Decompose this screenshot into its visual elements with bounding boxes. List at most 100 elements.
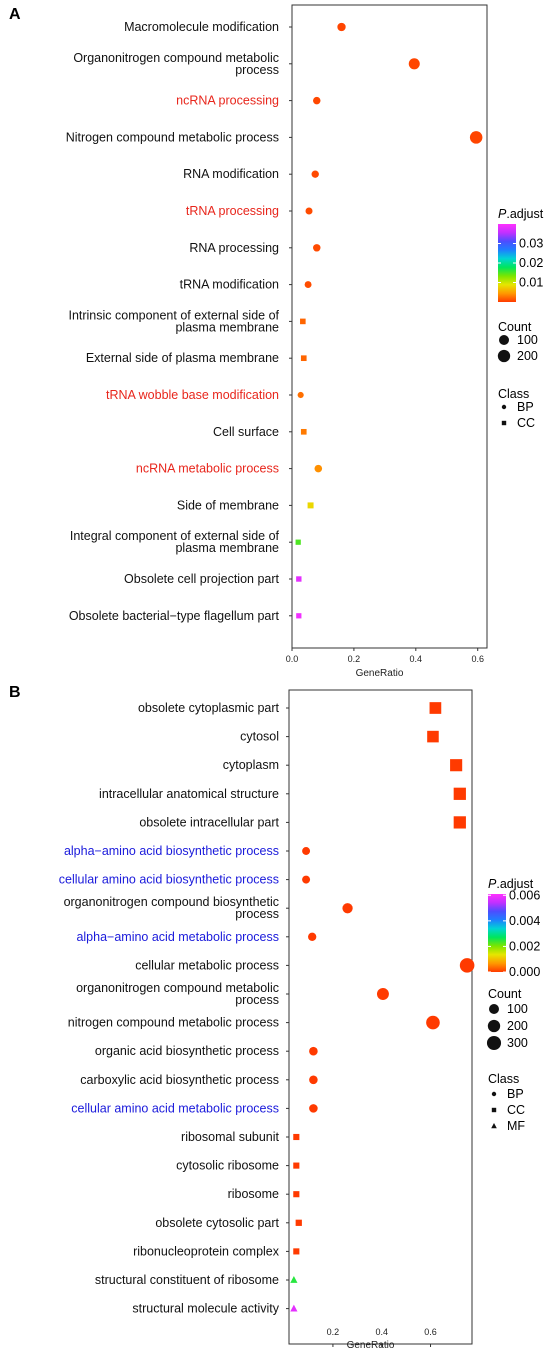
colorbar-tick-label: 0.006 bbox=[509, 888, 540, 902]
count-legend-label: 100 bbox=[517, 333, 538, 347]
count-legend-title: Count bbox=[488, 987, 522, 1001]
count-legend-dot bbox=[497, 349, 511, 363]
x-tick-label: 0.4 bbox=[375, 1327, 388, 1337]
panel-b-chart: 0.2 0.4 0.6 GeneRatio obsolete cytoplasmic p… bbox=[59, 689, 540, 1351]
term-label: Integral component of external side of bbox=[70, 529, 280, 543]
class-legend-title: Class bbox=[488, 1072, 519, 1086]
panel-a-label: A bbox=[9, 6, 21, 23]
data-point-square bbox=[300, 318, 306, 325]
term-label: Obsolete bacterial−type flagellum part bbox=[69, 609, 280, 623]
data-point-square bbox=[450, 759, 463, 772]
data-point-circle bbox=[313, 96, 321, 105]
data-point-square bbox=[295, 1219, 302, 1226]
term-label-line2: plasma membrane bbox=[175, 541, 279, 555]
class-legend-label: CC bbox=[517, 416, 535, 430]
x-axis-title: GeneRatio bbox=[347, 1340, 395, 1351]
count-legend-label: 300 bbox=[507, 1036, 528, 1050]
term-label: Cell surface bbox=[213, 425, 279, 439]
colorbar-tick-label: 0.01 bbox=[519, 276, 543, 290]
data-point-square bbox=[300, 355, 307, 362]
term-label: ribosome bbox=[228, 1187, 279, 1201]
class-legend-square bbox=[491, 1107, 497, 1113]
data-point-square bbox=[307, 502, 314, 509]
term-label: structural molecule activity bbox=[132, 1302, 279, 1316]
data-point-circle bbox=[304, 281, 312, 289]
data-point-circle bbox=[313, 244, 321, 252]
data-point-circle bbox=[311, 170, 319, 178]
term-label: carboxylic acid biosynthetic process bbox=[80, 1073, 279, 1087]
term-label: tRNA wobble base modification bbox=[106, 388, 279, 402]
data-point-square bbox=[427, 730, 439, 743]
term-label: RNA modification bbox=[183, 167, 279, 181]
data-point-square bbox=[295, 539, 301, 545]
term-label: RNA processing bbox=[189, 241, 279, 255]
data-point-circle bbox=[302, 875, 311, 884]
data-point-circle bbox=[337, 22, 346, 32]
term-label-line2: process bbox=[235, 907, 279, 921]
panel-b-label: B bbox=[9, 684, 21, 701]
x-tick-label: 0.4 bbox=[410, 654, 423, 664]
x-tick-label: 0.6 bbox=[424, 1327, 437, 1337]
term-label: Side of membrane bbox=[177, 498, 279, 512]
class-legend-label: CC bbox=[507, 1103, 525, 1117]
term-label: cytosolic ribosome bbox=[176, 1159, 279, 1173]
count-legend-label: 200 bbox=[517, 349, 538, 363]
colorbar-tick-label: 0.03 bbox=[519, 237, 543, 251]
term-label: External side of plasma membrane bbox=[86, 351, 279, 365]
data-point-square bbox=[453, 816, 466, 829]
term-label: Organonitrogen compound metabolic bbox=[73, 51, 279, 65]
data-point-circle bbox=[459, 958, 475, 973]
padjust-legend-title-italic: P bbox=[498, 207, 507, 221]
colorbar-tick-label: 0.02 bbox=[519, 256, 543, 270]
padjust-legend-title: P.adjust bbox=[488, 877, 534, 891]
term-label: ncRNA processing bbox=[176, 94, 279, 108]
count-legend-dot bbox=[486, 1035, 502, 1051]
class-legend-label: MF bbox=[507, 1119, 525, 1133]
term-label: cellular amino acid biosynthetic process bbox=[59, 873, 279, 887]
padjust-legend-title-rest: .adjust bbox=[506, 207, 543, 221]
x-axis-title: GeneRatio bbox=[356, 668, 404, 679]
count-legend-dot bbox=[499, 335, 509, 345]
term-label: Nitrogen compound metabolic process bbox=[66, 130, 279, 144]
plot-frame bbox=[291, 4, 488, 649]
term-label: intracellular anatomical structure bbox=[99, 787, 279, 801]
data-point-square bbox=[296, 576, 302, 582]
data-point-square bbox=[293, 1162, 300, 1169]
colorbar-tick-label: 0.004 bbox=[509, 914, 540, 928]
count-legend-dot bbox=[487, 1019, 501, 1033]
data-point-square bbox=[293, 1248, 300, 1255]
padjust-legend-title-rest: .adjust bbox=[496, 877, 533, 891]
data-point-circle bbox=[469, 131, 483, 144]
term-label: cellular metabolic process bbox=[135, 958, 279, 972]
count-legend-title: Count bbox=[498, 320, 532, 334]
term-label-line2: plasma membrane bbox=[175, 320, 279, 334]
data-point-circle bbox=[342, 903, 353, 914]
panel-a-chart: 0.0 0.2 0.4 0.6 GeneRatio Macromolecule modif… bbox=[66, 4, 544, 679]
padjust-colorbar bbox=[488, 894, 506, 972]
plot-frame bbox=[288, 689, 473, 1345]
term-label: Macromolecule modification bbox=[124, 20, 279, 34]
x-tick-label: 0.0 bbox=[286, 654, 299, 664]
term-label-line2: process bbox=[235, 993, 279, 1007]
x-tick-label: 0.6 bbox=[471, 654, 484, 664]
padjust-legend-title: P.adjust bbox=[498, 207, 544, 221]
term-label: Obsolete cell projection part bbox=[124, 572, 279, 586]
data-point-circle bbox=[408, 58, 420, 70]
term-label: tRNA processing bbox=[186, 204, 279, 218]
data-point-circle bbox=[297, 391, 304, 399]
term-label-line2: process bbox=[235, 63, 279, 77]
term-label: tRNA modification bbox=[180, 278, 279, 292]
term-label: organonitrogen compound metabolic bbox=[76, 981, 279, 995]
data-point-circle bbox=[314, 464, 323, 473]
data-point-circle bbox=[308, 932, 317, 941]
class-legend-circle bbox=[501, 404, 507, 410]
term-label: ribosomal subunit bbox=[181, 1130, 279, 1144]
class-legend-square bbox=[501, 420, 507, 426]
data-point-circle bbox=[309, 1104, 318, 1113]
term-label: obsolete intracellular part bbox=[139, 815, 279, 829]
class-legend-circle bbox=[491, 1091, 497, 1097]
data-point-circle bbox=[426, 1015, 440, 1030]
data-point-triangle bbox=[290, 1304, 298, 1312]
data-point-square bbox=[300, 428, 307, 435]
count-legend-dot bbox=[489, 1004, 499, 1014]
